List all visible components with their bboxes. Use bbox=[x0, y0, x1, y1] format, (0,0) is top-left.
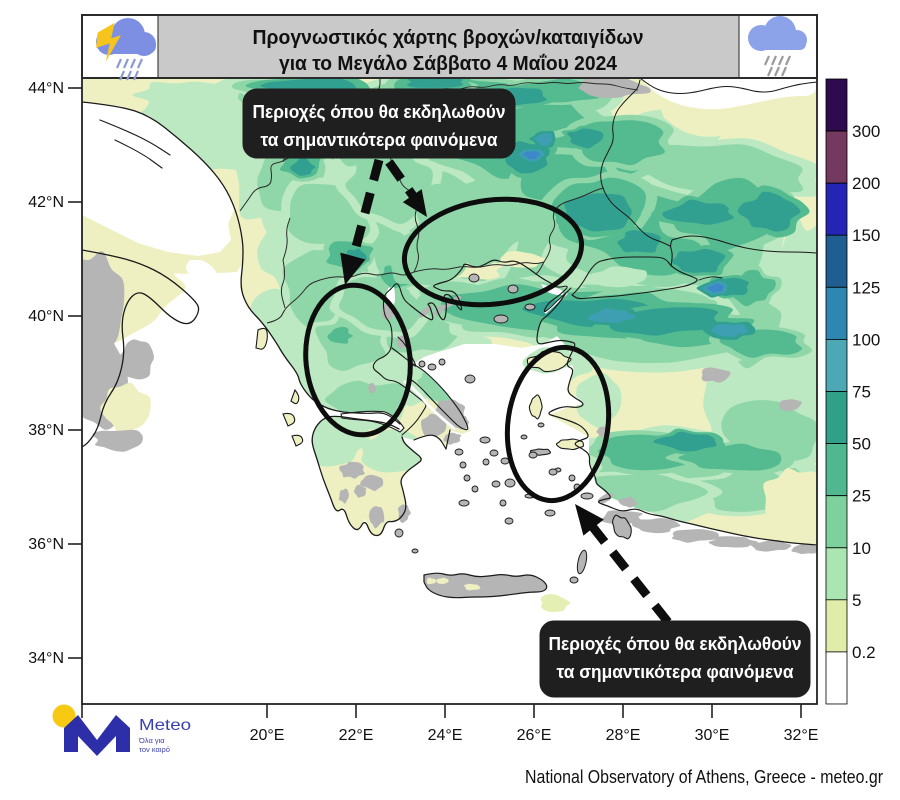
svg-text:για το Μεγάλο Σάββατο 4 Μαΐου: για το Μεγάλο Σάββατο 4 Μαΐου 2024 bbox=[279, 52, 618, 75]
svg-text:38°N: 38°N bbox=[28, 422, 64, 439]
svg-text:22°E: 22°E bbox=[339, 727, 374, 744]
svg-text:50: 50 bbox=[852, 435, 871, 454]
svg-text:20°E: 20°E bbox=[250, 727, 285, 744]
svg-text:10: 10 bbox=[852, 539, 871, 558]
svg-text:75: 75 bbox=[852, 383, 871, 402]
svg-text:300: 300 bbox=[852, 122, 880, 141]
svg-text:150: 150 bbox=[852, 226, 880, 245]
svg-text:5: 5 bbox=[852, 591, 861, 610]
svg-text:32°E: 32°E bbox=[784, 727, 819, 744]
svg-text:Προγνωστικός χάρτης βροχών/κατ: Προγνωστικός χάρτης βροχών/καταιγίδων bbox=[253, 26, 644, 49]
svg-text:100: 100 bbox=[852, 330, 880, 349]
svg-text:τον καιρό: τον καιρό bbox=[139, 745, 170, 754]
svg-text:34°N: 34°N bbox=[28, 650, 64, 667]
svg-text:40°N: 40°N bbox=[28, 308, 64, 325]
svg-text:30°E: 30°E bbox=[695, 727, 730, 744]
svg-text:42°N: 42°N bbox=[28, 194, 64, 211]
svg-text:0.2: 0.2 bbox=[852, 643, 876, 662]
svg-text:Όλα για: Όλα για bbox=[138, 736, 165, 745]
svg-text:τα σημαντικότερα φαινόμενα: τα σημαντικότερα φαινόμενα bbox=[557, 661, 795, 682]
svg-text:24°E: 24°E bbox=[428, 727, 463, 744]
svg-text:Περιοχές όπου θα εκδηλωθούν: Περιοχές όπου θα εκδηλωθούν bbox=[549, 633, 802, 654]
svg-text:National Observatory of Athens: National Observatory of Athens, Greece -… bbox=[525, 766, 883, 787]
svg-text:28°E: 28°E bbox=[606, 727, 641, 744]
svg-text:τα σημαντικότερα φαινόμενα: τα σημαντικότερα φαινόμενα bbox=[261, 129, 499, 150]
svg-text:125: 125 bbox=[852, 278, 880, 297]
svg-text:25: 25 bbox=[852, 487, 871, 506]
svg-text:Meteo: Meteo bbox=[139, 717, 191, 734]
svg-text:Περιοχές όπου θα εκδηλωθούν: Περιοχές όπου θα εκδηλωθούν bbox=[253, 101, 506, 122]
svg-text:26°E: 26°E bbox=[517, 727, 552, 744]
svg-text:36°N: 36°N bbox=[28, 536, 64, 553]
svg-text:44°N: 44°N bbox=[28, 80, 64, 97]
svg-text:200: 200 bbox=[852, 174, 880, 193]
